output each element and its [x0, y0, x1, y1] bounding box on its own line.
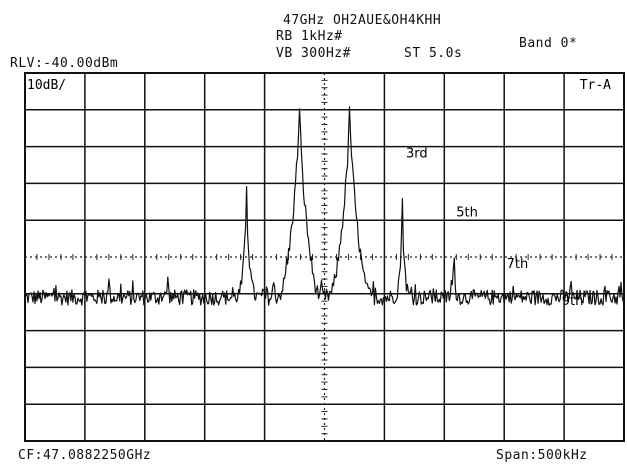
trace-label: Tr-A	[580, 78, 611, 93]
harmonic-label: 5th	[456, 206, 478, 221]
harmonic-label: 3rd	[406, 147, 428, 162]
band-indicator: Band 0*	[519, 36, 578, 51]
graticule	[24, 72, 625, 442]
scale-label: 10dB/	[27, 78, 66, 93]
video-bandwidth: VB 300Hz#	[276, 46, 351, 61]
harmonic-label: 9th	[562, 294, 584, 309]
resolution-bandwidth: RB 1kHz#	[276, 29, 343, 44]
spectrum-title: 47GHz OH2AUE&OH4KHH	[283, 13, 442, 28]
trace-line	[24, 106, 625, 306]
harmonic-label: 7th	[507, 257, 529, 272]
center-frequency: CF:47.0882250GHz	[18, 448, 152, 463]
reference-level: RLV:-40.00dBm	[10, 56, 119, 71]
sweep-time: ST 5.0s	[404, 46, 463, 61]
harmonic-labels: 3rd 5th 7th 9th	[406, 147, 583, 309]
frequency-span: Span:500kHz	[496, 448, 588, 463]
trace-a	[24, 106, 625, 306]
